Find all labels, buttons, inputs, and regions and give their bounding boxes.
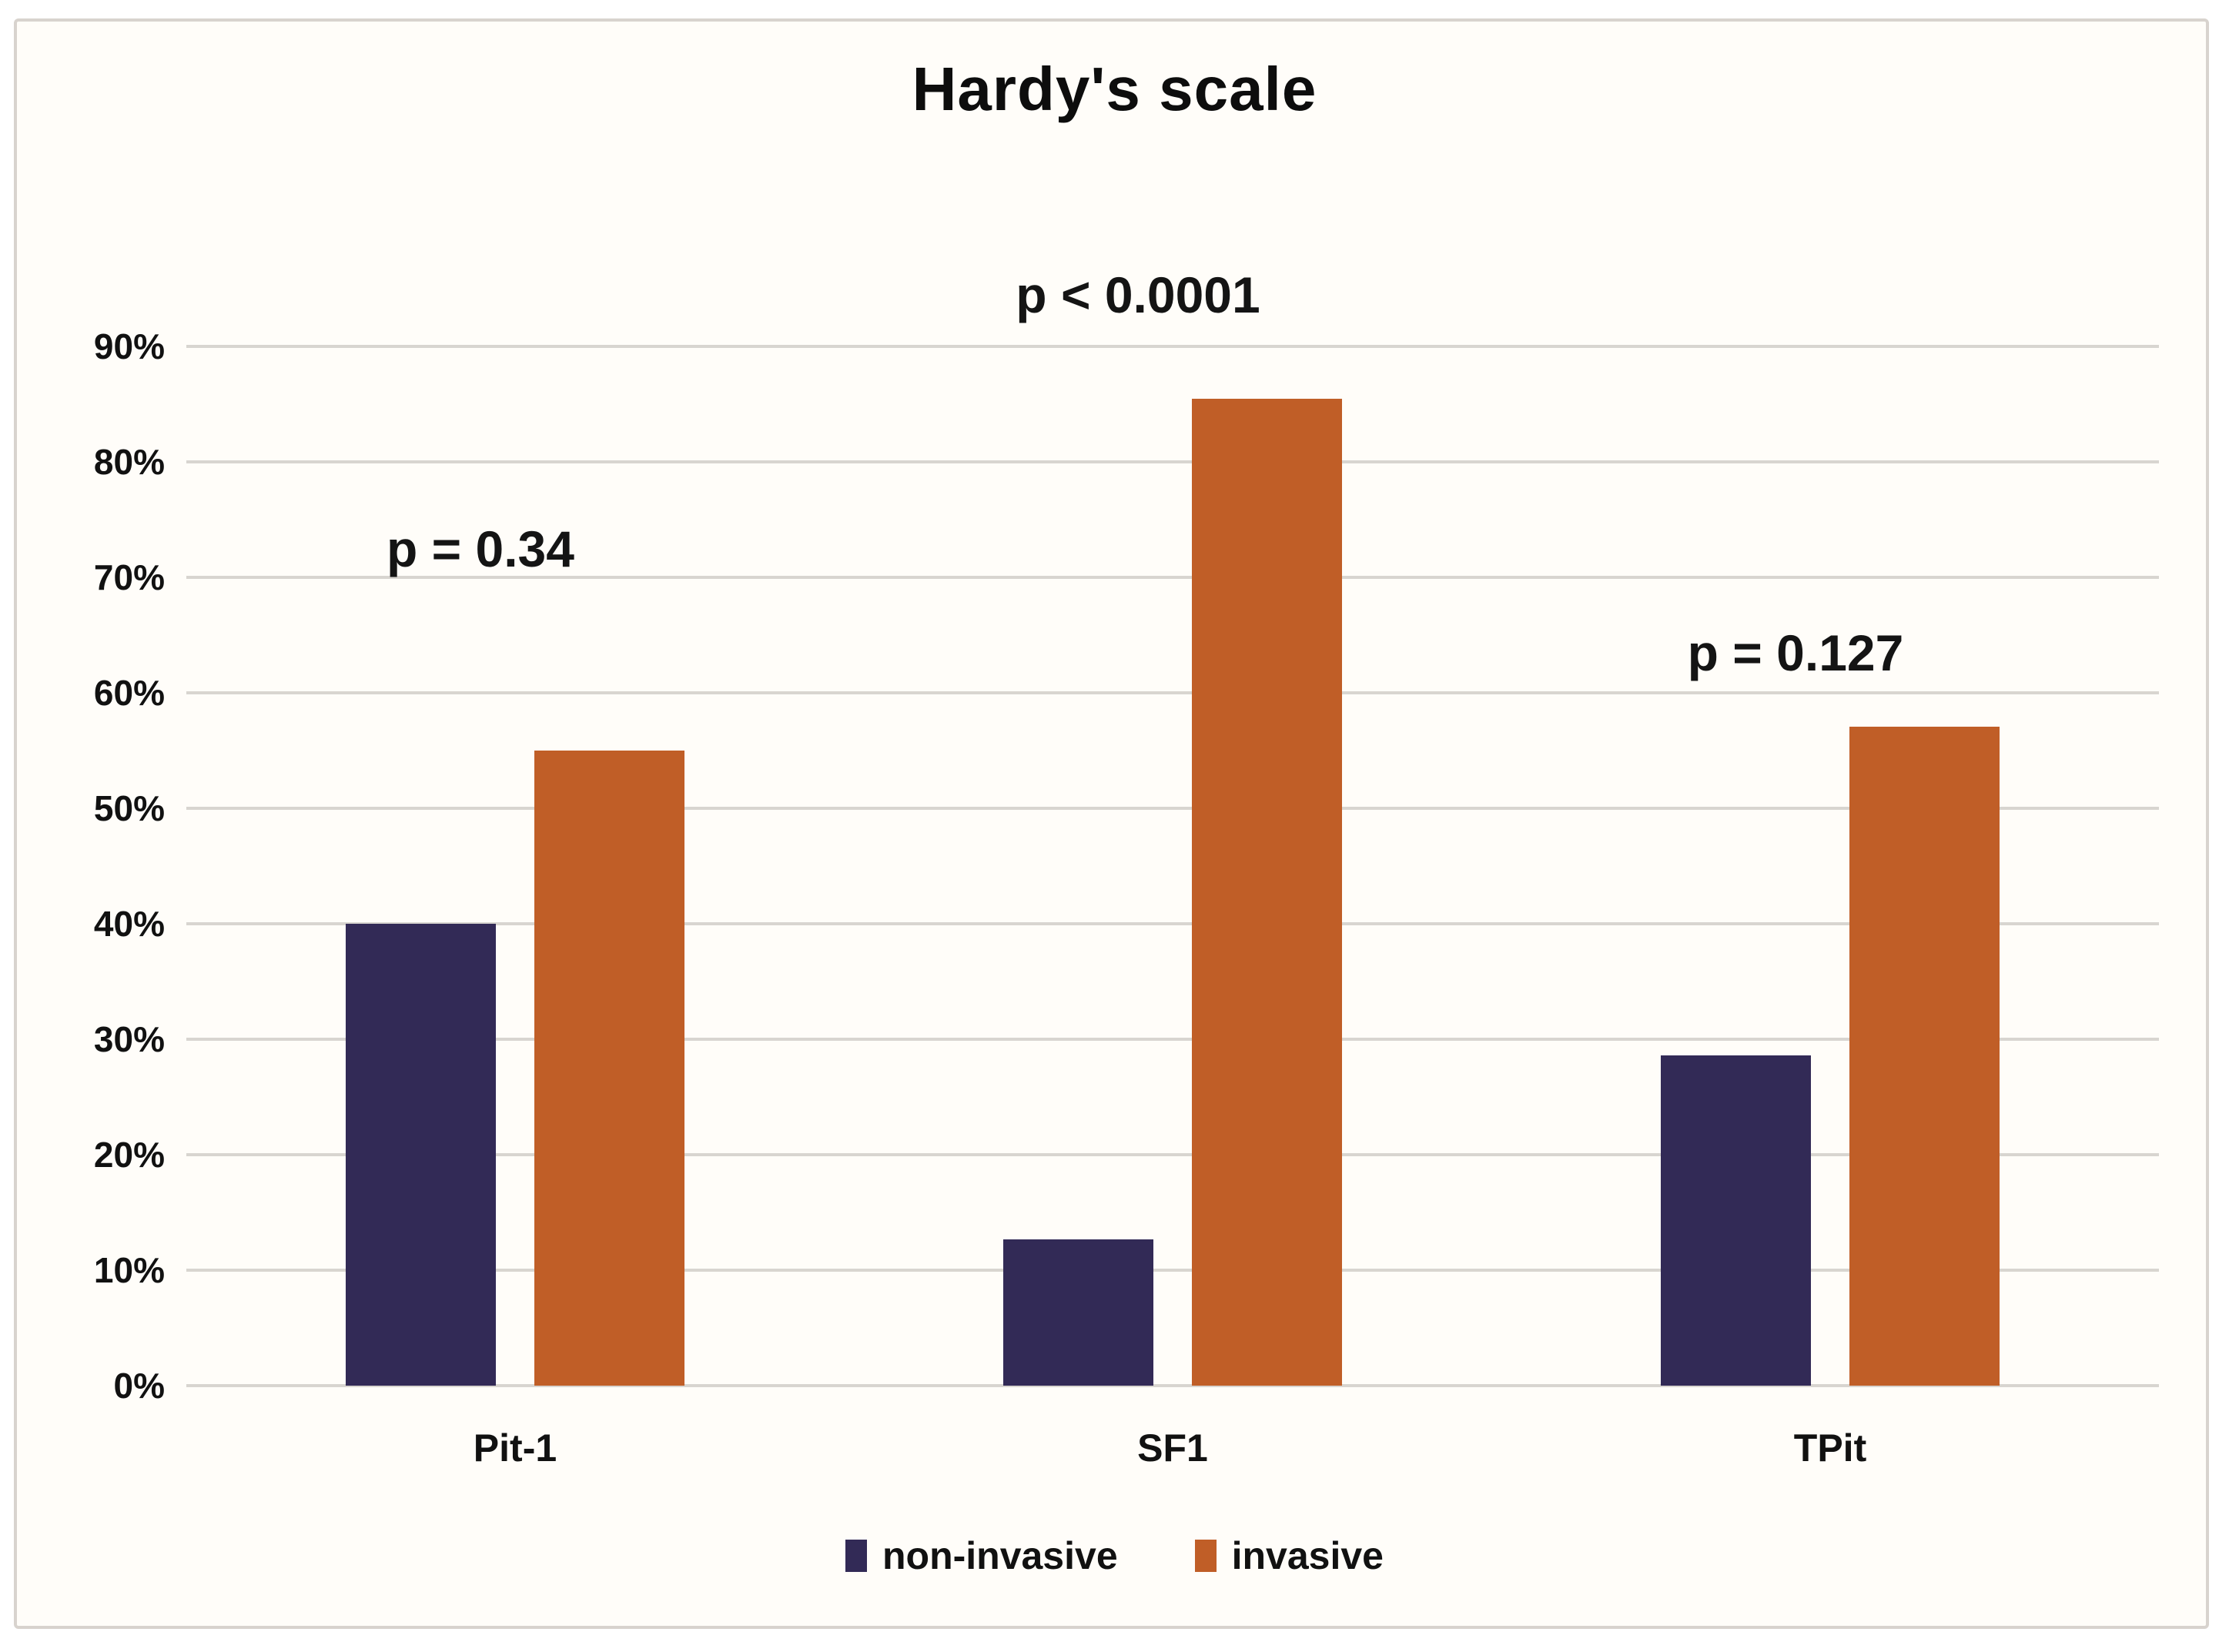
y-tick-label: 10% bbox=[93, 1250, 165, 1291]
gridline bbox=[186, 1038, 2159, 1042]
p-value-annotation: p < 0.0001 bbox=[1016, 266, 1260, 323]
gridline bbox=[186, 576, 2159, 579]
y-tick-label: 20% bbox=[93, 1135, 165, 1175]
legend-swatch-invasive bbox=[1194, 1540, 1217, 1572]
gridline bbox=[186, 460, 2159, 464]
y-tick-label: 40% bbox=[93, 904, 165, 945]
y-tick-label: 90% bbox=[93, 326, 165, 366]
gridline bbox=[186, 1153, 2159, 1157]
legend: non-invasive invasive bbox=[0, 1533, 2229, 1578]
p-value-annotation: p = 0.127 bbox=[1687, 624, 1904, 681]
y-tick-label: 0% bbox=[113, 1366, 165, 1406]
bar-group-TPit: TPit bbox=[1661, 346, 2000, 1470]
gridline bbox=[186, 345, 2159, 348]
bar-invasive bbox=[1849, 726, 2000, 1386]
chart-title: Hardy's scale bbox=[912, 55, 1317, 123]
y-tick-label: 30% bbox=[93, 1019, 165, 1059]
bar-invasive bbox=[534, 751, 684, 1386]
x-category-label: Pit-1 bbox=[473, 1426, 557, 1470]
bar-non-invasive bbox=[1003, 1239, 1153, 1386]
legend-swatch-non-invasive bbox=[845, 1540, 867, 1572]
y-tick-label: 50% bbox=[93, 788, 165, 828]
gridline bbox=[186, 1269, 2159, 1272]
y-tick-label: 60% bbox=[93, 673, 165, 713]
x-category-label: SF1 bbox=[1137, 1426, 1208, 1470]
bar-non-invasive bbox=[345, 924, 496, 1386]
p-value-annotation: p = 0.34 bbox=[386, 520, 574, 577]
bar-group-Pit-1: Pit-1 bbox=[345, 346, 684, 1470]
gridline bbox=[186, 1384, 2159, 1387]
y-tick-label: 70% bbox=[93, 557, 165, 597]
bar-invasive bbox=[1192, 398, 1342, 1386]
gridline bbox=[186, 807, 2159, 810]
gridline bbox=[186, 922, 2159, 926]
legend-item-invasive: invasive bbox=[1194, 1533, 1384, 1578]
legend-label: non-invasive bbox=[882, 1534, 1118, 1577]
y-axis: 0% 10% 20% 30% 40% 50% 60% 70% 80% 90% bbox=[28, 326, 165, 1406]
legend-item-non-invasive: non-invasive bbox=[845, 1533, 1118, 1578]
bar-group-SF1: SF1 bbox=[1003, 346, 1342, 1470]
y-tick-label: 80% bbox=[93, 442, 165, 483]
plot-area: Pit-1 p = 0.34 SF1 p < 0.0001 TPit p = 0.127 bbox=[186, 266, 2159, 1470]
x-category-label: TPit bbox=[1793, 1426, 1867, 1470]
gridline bbox=[186, 691, 2159, 695]
legend-label: invasive bbox=[1231, 1534, 1384, 1577]
bar-non-invasive bbox=[1661, 1055, 1811, 1386]
